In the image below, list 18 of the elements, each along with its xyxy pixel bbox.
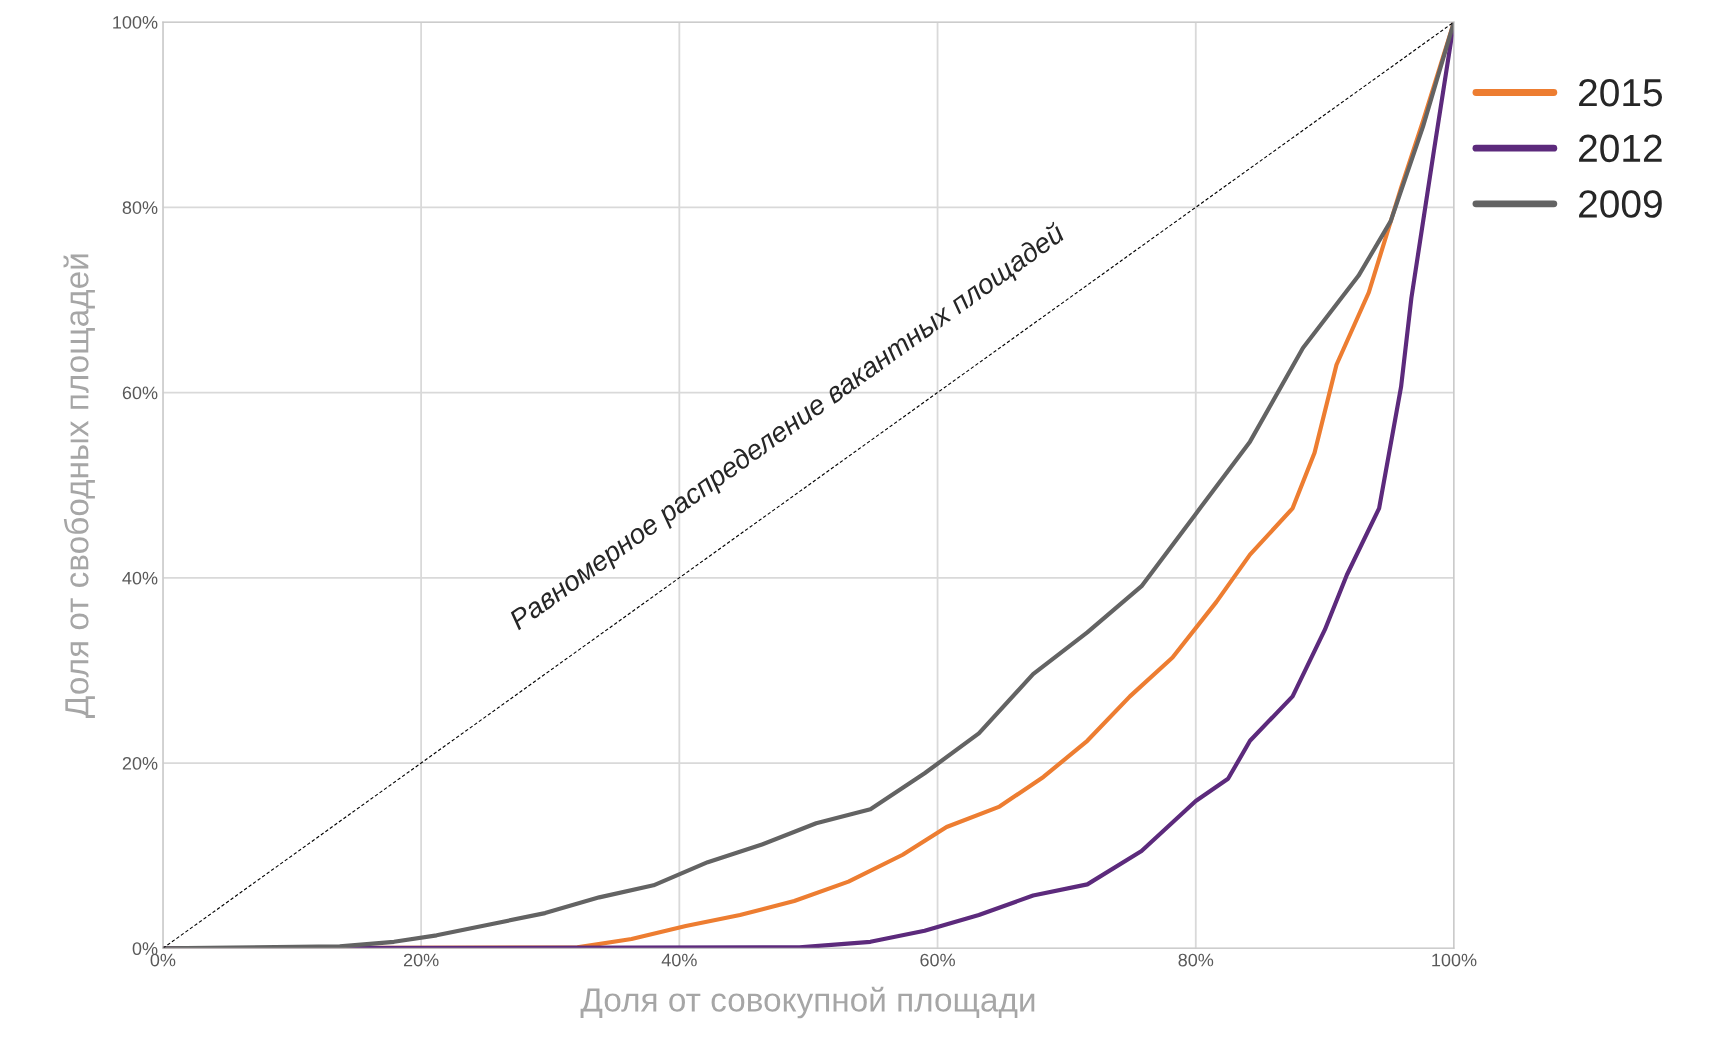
y-axis-title: Доля от свободных площадей: [63, 254, 95, 718]
x-tick-label: 100%: [1432, 953, 1477, 967]
y-tick-label: 80%: [122, 201, 158, 214]
y-tick-label: 0%: [132, 942, 158, 956]
x-tick-label: 0%: [150, 953, 176, 967]
x-tick-label: 40%: [661, 953, 697, 967]
y-tick-label: 100%: [113, 15, 158, 29]
line-series: [162, 22, 1454, 949]
legend-label: 2015: [1579, 78, 1662, 107]
x-tick-label: 80%: [1178, 953, 1214, 967]
legend-label: 2012: [1579, 134, 1662, 163]
legend-label: 2009: [1579, 190, 1662, 218]
x-axis-title: Доля от совокупной площади: [580, 986, 1035, 1019]
x-tick-label: 20%: [403, 953, 439, 967]
y-tick-label: 20%: [122, 756, 158, 770]
x-tick-label: 60%: [920, 953, 955, 967]
y-tick-label: 60%: [122, 386, 158, 400]
y-tick-label: 40%: [122, 571, 158, 585]
